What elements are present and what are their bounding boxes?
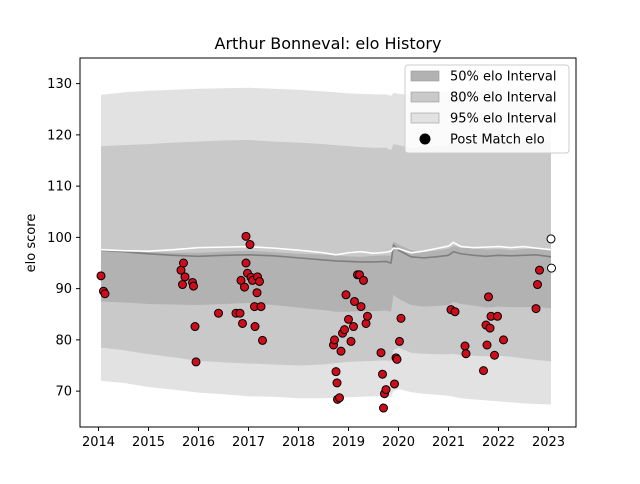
post-match-elo-point xyxy=(379,403,388,413)
legend-label: Post Match elo xyxy=(450,133,545,148)
post-match-elo-point xyxy=(485,323,495,333)
projected-elo-point xyxy=(547,263,556,273)
x-tick-label: 2018 xyxy=(282,435,315,450)
post-match-elo-point xyxy=(332,378,342,388)
y-axis-label: elo score xyxy=(24,214,39,273)
legend: 50% elo Interval 80% elo Interval 95% elo … xyxy=(404,64,570,154)
post-match-elo-point xyxy=(484,292,493,302)
axes: 2014 2015 2016 2017 2018 2019 2020 2021 2022 2023… xyxy=(47,57,577,450)
post-match-elo-point xyxy=(535,265,544,275)
y-tick-label: 100 xyxy=(47,231,72,246)
x-tick-label: 2021 xyxy=(432,435,465,450)
post-match-elo-point xyxy=(460,341,470,351)
post-match-elo-point xyxy=(381,385,391,395)
post-match-elo-point xyxy=(252,288,262,298)
post-match-elo-point xyxy=(396,313,406,323)
post-match-elo-point xyxy=(258,335,267,345)
y-tick-label: 120 xyxy=(47,128,72,143)
post-match-elo-point xyxy=(191,357,201,367)
legend-box xyxy=(404,64,570,154)
post-match-elo-point xyxy=(350,296,359,306)
post-match-elo-point xyxy=(340,325,349,335)
post-match-elo-point xyxy=(180,272,190,282)
x-tick-label: 2016 xyxy=(182,435,215,450)
y-tick-label: 70 xyxy=(55,385,72,400)
x-tick-label: 2019 xyxy=(332,435,365,450)
chart-title: Arthur Bonneval: elo History xyxy=(215,34,442,53)
projected-elo-point xyxy=(546,234,556,244)
post-match-elo-point xyxy=(214,308,223,318)
post-match-elo-point xyxy=(336,346,346,356)
legend-swatch xyxy=(410,70,440,82)
y-tick-label: 130 xyxy=(47,77,72,92)
x-tick-label: 2020 xyxy=(382,435,415,450)
plot-area xyxy=(96,87,556,413)
post-match-elo-point xyxy=(250,322,260,332)
post-match-elo-point xyxy=(356,302,366,312)
post-match-elo-point xyxy=(490,350,499,360)
post-match-elo-point xyxy=(479,366,488,376)
post-match-elo-point xyxy=(359,275,368,285)
legend-label: 50% elo Interval xyxy=(450,70,557,85)
x-tick-label: 2014 xyxy=(82,435,115,450)
post-match-elo-point xyxy=(493,311,502,321)
x-tick-label: 2015 xyxy=(132,435,165,450)
post-match-elo-point xyxy=(190,322,200,332)
post-match-elo-point xyxy=(531,304,541,314)
post-match-elo-point xyxy=(346,336,356,346)
x-tick-label: 2017 xyxy=(232,435,265,450)
post-match-elo-point xyxy=(255,276,264,286)
legend-marker xyxy=(419,133,431,145)
post-match-elo-point xyxy=(335,393,344,403)
post-match-elo-point xyxy=(256,302,266,312)
post-match-elo-point xyxy=(349,322,358,332)
post-match-elo-point xyxy=(395,336,404,346)
post-match-elo-line xyxy=(100,241,552,256)
post-match-elo-point xyxy=(330,335,339,345)
post-match-elo-point xyxy=(245,240,255,250)
post-match-elo-point xyxy=(392,354,402,364)
post-match-elo-point xyxy=(96,271,106,281)
post-match-elo-point xyxy=(533,280,542,290)
post-match-elo-point xyxy=(241,231,251,241)
axes-frame xyxy=(79,57,577,428)
band-50-interval xyxy=(101,241,551,312)
post-match-elo-point xyxy=(238,318,247,328)
post-match-elo-point xyxy=(235,308,245,318)
post-match-elo-point xyxy=(331,367,341,377)
post-match-elo-point xyxy=(363,311,372,321)
post-match-elo-point xyxy=(240,282,249,292)
post-match-elo-point xyxy=(341,290,351,300)
post-match-elo-point xyxy=(482,340,492,350)
post-match-elo-point xyxy=(378,369,387,379)
post-match-elo-point xyxy=(189,281,198,291)
y-tick-label: 80 xyxy=(55,333,72,348)
legend-label: 80% elo Interval xyxy=(450,91,557,106)
post-match-elo-point xyxy=(390,379,399,389)
post-match-elo-point xyxy=(344,314,353,324)
post-match-elo-point xyxy=(450,307,460,317)
x-tick-label: 2023 xyxy=(532,435,565,450)
post-match-elo-point xyxy=(376,348,386,358)
post-match-elo-point xyxy=(461,349,471,359)
post-match-elo-point xyxy=(100,289,110,299)
legend-swatch xyxy=(410,112,440,124)
y-tick-label: 90 xyxy=(55,282,72,297)
x-tick-label: 2022 xyxy=(482,435,515,450)
y-tick-label: 110 xyxy=(47,180,72,195)
legend-swatch xyxy=(410,91,440,103)
post-match-elo-point xyxy=(241,258,251,268)
post-match-elo-point xyxy=(499,335,508,345)
post-match-elo-point xyxy=(178,280,187,290)
pre-match-elo-line xyxy=(100,243,552,265)
legend-label: 95% elo Interval xyxy=(450,112,557,127)
post-match-elo-point xyxy=(179,258,188,268)
post-match-elo-point xyxy=(361,318,371,328)
